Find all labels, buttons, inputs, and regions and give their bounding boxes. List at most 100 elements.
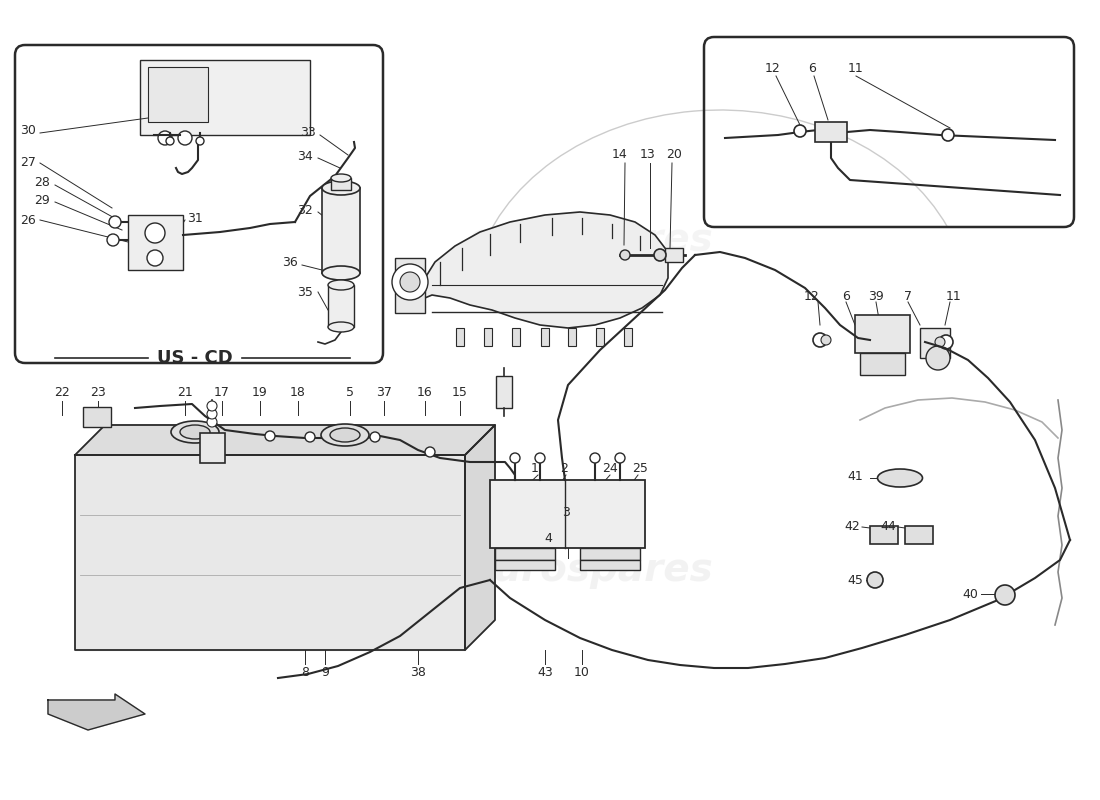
Text: 36: 36 bbox=[282, 257, 298, 270]
Circle shape bbox=[425, 447, 435, 457]
Bar bbox=[128, 215, 183, 270]
Bar bbox=[456, 328, 464, 346]
Polygon shape bbox=[75, 425, 495, 455]
Text: 23: 23 bbox=[90, 386, 106, 399]
Circle shape bbox=[145, 223, 165, 243]
Text: 13: 13 bbox=[640, 149, 656, 162]
Bar bbox=[495, 548, 556, 560]
Text: 24: 24 bbox=[602, 462, 618, 474]
Circle shape bbox=[265, 431, 275, 441]
Circle shape bbox=[370, 432, 379, 442]
Text: 10: 10 bbox=[574, 666, 590, 678]
Text: 5: 5 bbox=[346, 386, 354, 399]
Bar bbox=[815, 122, 847, 142]
Bar bbox=[490, 480, 645, 548]
Text: 45: 45 bbox=[847, 574, 862, 586]
Bar bbox=[596, 328, 604, 346]
Circle shape bbox=[178, 131, 192, 145]
Ellipse shape bbox=[321, 424, 368, 446]
Bar bbox=[148, 67, 208, 122]
Text: eurospares: eurospares bbox=[117, 501, 363, 539]
Text: 16: 16 bbox=[417, 386, 433, 399]
Bar bbox=[580, 548, 640, 560]
Text: US - CD: US - CD bbox=[157, 349, 233, 367]
Ellipse shape bbox=[180, 425, 210, 439]
Text: 30: 30 bbox=[20, 123, 36, 137]
Circle shape bbox=[620, 250, 630, 260]
Ellipse shape bbox=[878, 469, 923, 487]
Text: 41: 41 bbox=[847, 470, 862, 482]
Circle shape bbox=[392, 264, 428, 300]
Bar bbox=[495, 560, 556, 570]
Text: 2: 2 bbox=[560, 462, 568, 474]
Text: 17: 17 bbox=[214, 386, 230, 399]
Bar bbox=[905, 526, 933, 544]
Bar bbox=[870, 526, 898, 544]
Circle shape bbox=[590, 453, 600, 463]
Circle shape bbox=[535, 453, 544, 463]
Ellipse shape bbox=[322, 181, 360, 195]
Circle shape bbox=[166, 137, 174, 145]
Text: 12: 12 bbox=[804, 290, 820, 302]
Ellipse shape bbox=[170, 421, 219, 443]
Circle shape bbox=[510, 453, 520, 463]
Text: 20: 20 bbox=[667, 149, 682, 162]
Bar bbox=[484, 328, 492, 346]
Circle shape bbox=[158, 131, 172, 145]
Polygon shape bbox=[48, 694, 145, 730]
Circle shape bbox=[107, 234, 119, 246]
Text: 15: 15 bbox=[452, 386, 468, 399]
Polygon shape bbox=[465, 425, 495, 650]
Text: 4: 4 bbox=[544, 531, 552, 545]
Text: 44: 44 bbox=[880, 519, 895, 533]
Ellipse shape bbox=[328, 280, 354, 290]
Circle shape bbox=[615, 453, 625, 463]
Text: 6: 6 bbox=[808, 62, 816, 74]
Circle shape bbox=[196, 137, 204, 145]
Bar bbox=[855, 315, 910, 353]
Circle shape bbox=[996, 585, 1015, 605]
Bar bbox=[395, 258, 425, 313]
Ellipse shape bbox=[328, 322, 354, 332]
Text: 21: 21 bbox=[177, 386, 192, 399]
Bar bbox=[568, 328, 576, 346]
Bar bbox=[512, 328, 520, 346]
Text: 8: 8 bbox=[301, 666, 309, 678]
Circle shape bbox=[400, 272, 420, 292]
Circle shape bbox=[147, 250, 163, 266]
Text: 42: 42 bbox=[844, 519, 860, 533]
Text: 31: 31 bbox=[187, 211, 202, 225]
Text: 38: 38 bbox=[410, 666, 426, 678]
Bar bbox=[496, 376, 512, 408]
Text: 28: 28 bbox=[34, 175, 50, 189]
Circle shape bbox=[942, 129, 954, 141]
Circle shape bbox=[207, 417, 217, 427]
Bar bbox=[140, 60, 310, 135]
Text: 32: 32 bbox=[297, 203, 312, 217]
Text: 6: 6 bbox=[843, 290, 850, 302]
Text: 29: 29 bbox=[34, 194, 50, 206]
Text: 18: 18 bbox=[290, 386, 306, 399]
Ellipse shape bbox=[330, 428, 360, 442]
Circle shape bbox=[821, 335, 830, 345]
Circle shape bbox=[935, 337, 945, 347]
Bar bbox=[860, 353, 905, 375]
Bar bbox=[82, 407, 111, 427]
Circle shape bbox=[794, 125, 806, 137]
Text: eurospares: eurospares bbox=[468, 551, 713, 589]
Bar bbox=[624, 328, 632, 346]
Bar bbox=[328, 285, 354, 327]
Circle shape bbox=[109, 216, 121, 228]
Bar bbox=[200, 433, 225, 463]
Text: 43: 43 bbox=[537, 666, 553, 678]
Polygon shape bbox=[415, 212, 668, 328]
Bar bbox=[322, 188, 360, 273]
Text: 27: 27 bbox=[20, 157, 36, 170]
Polygon shape bbox=[75, 455, 465, 650]
Text: 11: 11 bbox=[848, 62, 864, 74]
Bar bbox=[331, 178, 351, 190]
Circle shape bbox=[207, 401, 217, 411]
Ellipse shape bbox=[322, 266, 360, 280]
Text: 26: 26 bbox=[20, 214, 36, 226]
Circle shape bbox=[207, 409, 217, 419]
